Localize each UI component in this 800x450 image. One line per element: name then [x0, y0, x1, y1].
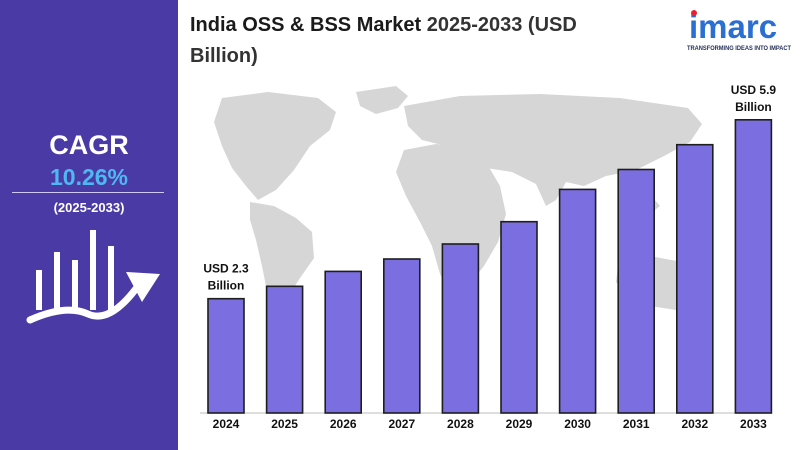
data-label-2024-line2: Billion — [208, 279, 245, 293]
left-panel — [0, 0, 178, 450]
imarc-logo: imarc TRANSFORMING IDEAS INTO IMPACT — [687, 8, 791, 52]
bars-layer: 2024 2025 2026 2027 2028 2029 2030 2031 2032 2033… — [203, 83, 776, 431]
cagr-divider — [12, 192, 164, 193]
x-tick-label-2029: 2029 — [506, 417, 533, 431]
logo-tagline: TRANSFORMING IDEAS INTO IMPACT — [687, 45, 791, 52]
svg-text:imarc: imarc — [689, 8, 777, 45]
x-tick-label-2032: 2032 — [681, 417, 708, 431]
x-tick-label-2024: 2024 — [213, 417, 240, 431]
data-label-2024-line1: USD 2.3 — [203, 262, 249, 276]
growth-chart-icon — [26, 230, 160, 324]
bar-2024 — [207, 297, 245, 414]
chart-title: India OSS & BSS Market 2025-2033 (USD Bi… — [190, 10, 680, 72]
data-label-2033-line2: Billion — [735, 100, 772, 114]
title-years: 2025-2033 (USD — [421, 14, 577, 36]
title-main: India OSS & BSS Market — [190, 14, 422, 36]
bar-2025 — [265, 285, 304, 414]
title-line2: Billion) — [190, 45, 258, 67]
x-tick-label-2031: 2031 — [623, 417, 650, 431]
bar-2028 — [441, 243, 480, 414]
bar-2031 — [617, 168, 656, 414]
cagr-period: (2025-2033) — [53, 200, 125, 215]
bar-2030 — [558, 188, 597, 414]
x-tick-label-2025: 2025 — [271, 417, 298, 431]
data-label-2033-line1: USD 5.9 — [731, 83, 777, 97]
bar-2032 — [675, 143, 714, 414]
bar-2029 — [500, 220, 538, 414]
x-tick-label-2030: 2030 — [564, 417, 591, 431]
x-tick-label-2028: 2028 — [447, 417, 474, 431]
cagr-value: 10.26% — [49, 164, 128, 190]
x-tick-label-2027: 2027 — [388, 417, 415, 431]
bar-2026 — [324, 270, 363, 414]
cagr-label: CAGR — [49, 130, 129, 160]
x-tick-label-2033: 2033 — [740, 417, 767, 431]
bar-2033 — [734, 119, 773, 414]
x-tick-label-2026: 2026 — [330, 417, 357, 431]
bar-2027 — [382, 258, 421, 414]
